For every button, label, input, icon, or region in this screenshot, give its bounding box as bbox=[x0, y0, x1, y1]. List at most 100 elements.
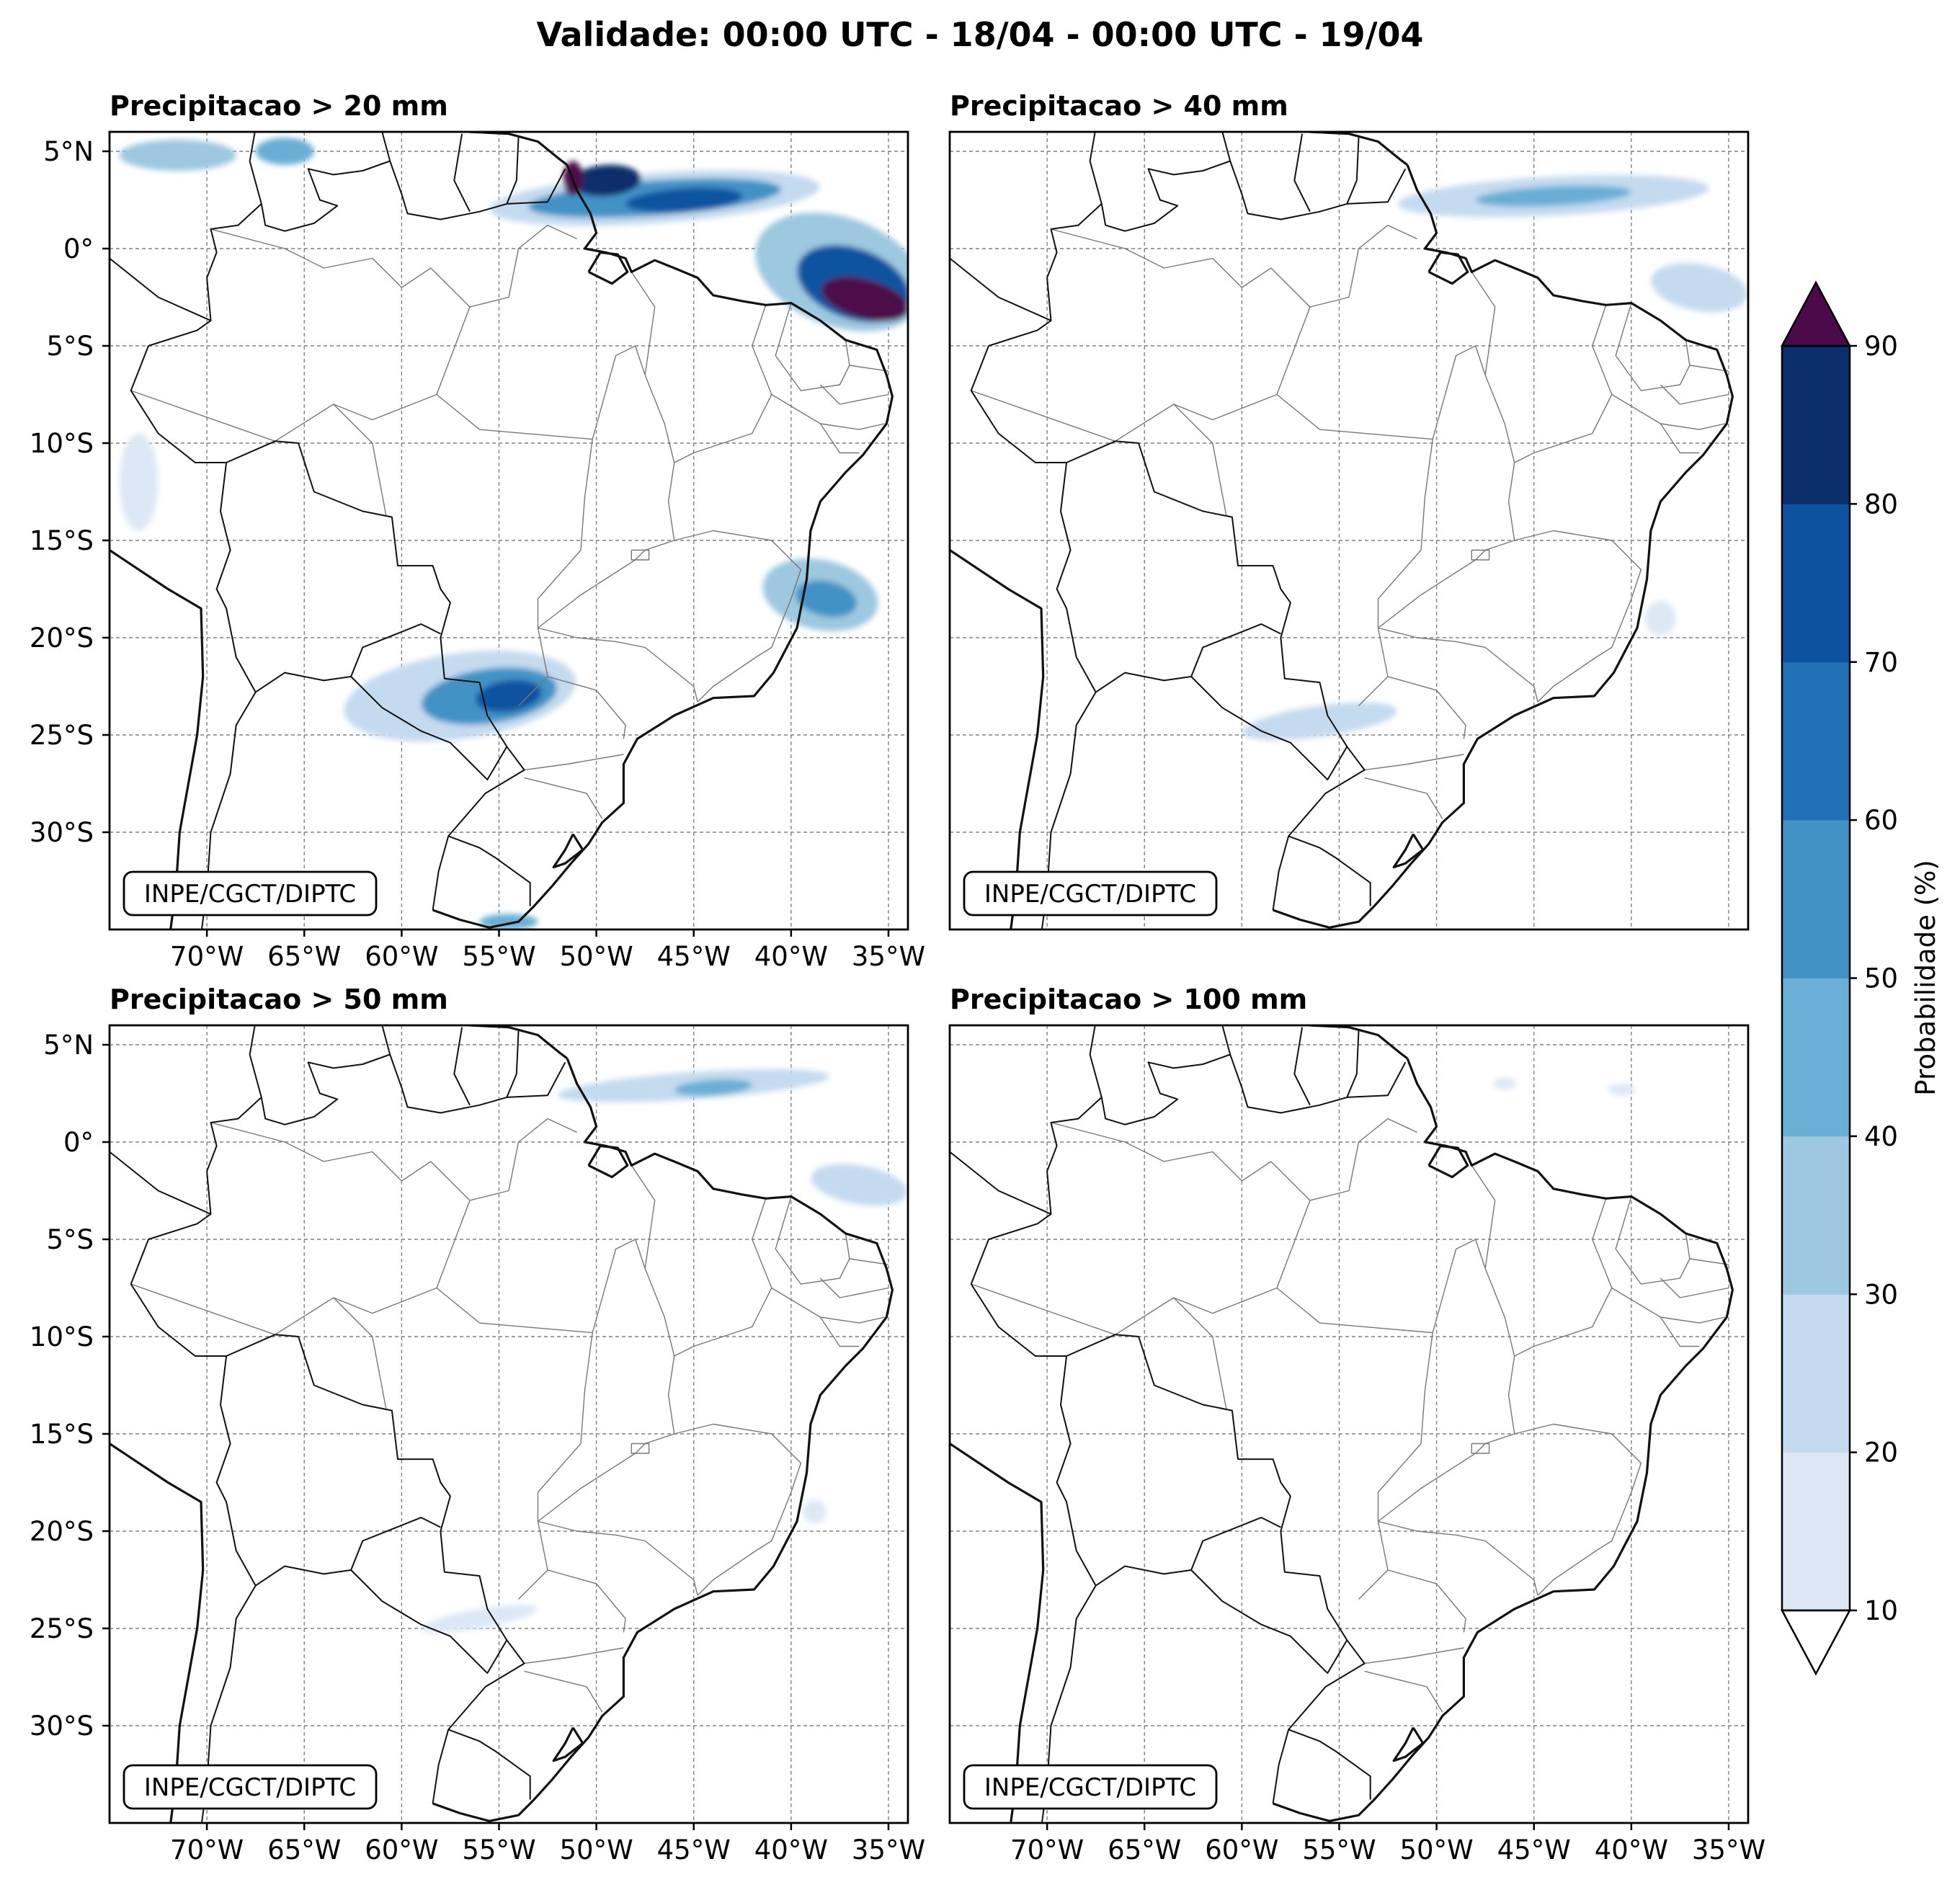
state-border bbox=[130, 390, 275, 442]
state-border bbox=[971, 1283, 1115, 1335]
state-border bbox=[697, 1550, 757, 1596]
boundaries bbox=[110, 1025, 894, 1823]
coastline bbox=[1273, 1058, 1734, 1822]
state-border bbox=[1660, 1316, 1700, 1347]
probability-area bbox=[1475, 185, 1631, 207]
colorbar-tick-label: 10 bbox=[1864, 1595, 1898, 1626]
state-border bbox=[697, 656, 757, 703]
lon-tick-label: 70°W bbox=[170, 1834, 244, 1865]
country-border bbox=[432, 836, 450, 911]
lat-tick-label: 5°S bbox=[46, 1224, 94, 1255]
state-border bbox=[524, 754, 624, 771]
country-border bbox=[215, 462, 257, 693]
colorbar-min-extension bbox=[1780, 1609, 1852, 1676]
state-border bbox=[592, 1239, 646, 1333]
lat-tick-label: 5°S bbox=[46, 331, 94, 362]
map-area bbox=[110, 132, 908, 929]
probability-area bbox=[674, 1079, 752, 1096]
map-area bbox=[950, 132, 1748, 929]
state-border bbox=[1471, 1443, 1490, 1454]
colorbar-segment bbox=[1782, 1136, 1850, 1295]
coastline bbox=[950, 548, 1045, 929]
state-border bbox=[1689, 365, 1729, 372]
state-border bbox=[971, 390, 1115, 442]
probability-area bbox=[476, 679, 542, 713]
lat-tick-label: 5°N bbox=[43, 1030, 94, 1061]
state-border bbox=[1364, 754, 1464, 771]
state-border bbox=[1115, 267, 1311, 442]
credit-label: INPE/CGCT/DIPTC bbox=[984, 880, 1196, 909]
state-border bbox=[547, 1569, 626, 1633]
state-border bbox=[631, 1165, 656, 1269]
lon-tick-label: 50°W bbox=[560, 1834, 633, 1865]
state-border bbox=[631, 1443, 650, 1454]
state-border bbox=[518, 550, 582, 706]
lon-tick-label: 40°W bbox=[754, 1834, 828, 1865]
state-border bbox=[849, 1258, 889, 1265]
colorbar: 10 20 30 40 50 60 70 80 90 Probabilidade (%) bbox=[1780, 280, 1941, 1676]
country-border bbox=[506, 138, 520, 205]
state-border bbox=[436, 393, 593, 440]
lon-tick-label: 65°W bbox=[1108, 1834, 1181, 1865]
coastline bbox=[110, 1441, 205, 1823]
figure-title: Validade: 00:00 UTC - 18/04 - 00:00 UTC … bbox=[536, 15, 1423, 54]
state-border bbox=[1364, 777, 1443, 819]
state-border bbox=[436, 1287, 593, 1334]
state-border bbox=[1689, 1258, 1729, 1265]
country-border bbox=[1190, 1569, 1348, 1675]
country-border bbox=[950, 1151, 1051, 1215]
credit-box: INPE/CGCT/DIPTC bbox=[963, 1764, 1218, 1810]
state-border bbox=[524, 1670, 603, 1713]
state-border bbox=[775, 1196, 850, 1285]
graticule bbox=[110, 1025, 908, 1823]
state-border bbox=[1387, 1569, 1466, 1633]
state-border bbox=[130, 1283, 275, 1335]
state-border bbox=[1051, 228, 1272, 288]
credit-label: INPE/CGCT/DIPTC bbox=[984, 1773, 1196, 1802]
state-border bbox=[547, 676, 626, 739]
probability-areas bbox=[119, 138, 908, 929]
panel-precipitation-50mm: Precipitacao > 50 mm 5°N 0° 5°S 10°S 15°S 20°… bbox=[30, 984, 925, 1865]
state-border bbox=[1364, 1647, 1464, 1664]
state-border bbox=[1358, 550, 1422, 706]
graticule bbox=[950, 132, 1748, 929]
lon-tick-label: 35°W bbox=[852, 941, 925, 972]
probability-area bbox=[1608, 1084, 1636, 1096]
country-border bbox=[381, 132, 391, 161]
probability-area bbox=[1644, 600, 1676, 636]
lat-tick-label: 10°S bbox=[30, 1321, 94, 1352]
coastline bbox=[1427, 251, 1469, 285]
probability-areas bbox=[1493, 1077, 1636, 1096]
map-area bbox=[950, 1025, 1748, 1823]
state-border bbox=[1378, 627, 1538, 703]
country-border bbox=[1293, 1027, 1311, 1106]
longitude-labels: 70°W 65°W 60°W 55°W 50°W 45°W 40°W 35°W bbox=[1010, 1823, 1765, 1865]
lon-tick-label: 35°W bbox=[852, 1834, 925, 1865]
country-border bbox=[381, 1025, 391, 1055]
state-border bbox=[819, 1278, 889, 1298]
state-border bbox=[1387, 676, 1466, 739]
country-border bbox=[110, 1151, 211, 1215]
state-border bbox=[771, 393, 885, 430]
lon-tick-label: 65°W bbox=[267, 1834, 341, 1865]
colorbar-segment bbox=[1782, 820, 1850, 978]
colorbar-tick-label: 40 bbox=[1864, 1121, 1898, 1152]
state-border bbox=[333, 1297, 387, 1409]
lon-tick-label: 55°W bbox=[462, 1834, 535, 1865]
state-border bbox=[1364, 1670, 1443, 1713]
state-border bbox=[1432, 1239, 1486, 1333]
state-border bbox=[771, 1287, 885, 1324]
country-border bbox=[1089, 132, 1102, 205]
probability-area bbox=[119, 433, 159, 531]
panel-title: Precipitacao > 50 mm bbox=[110, 984, 448, 1015]
state-border bbox=[1514, 305, 1613, 463]
coastline bbox=[587, 251, 629, 285]
state-border bbox=[518, 1443, 582, 1600]
map-area bbox=[110, 1025, 908, 1823]
lat-tick-label: 20°S bbox=[30, 623, 94, 654]
panel-title: Precipitacao > 20 mm bbox=[110, 90, 448, 122]
country-border bbox=[506, 1031, 520, 1098]
state-border bbox=[1660, 1278, 1729, 1298]
lon-tick-label: 45°W bbox=[1497, 1834, 1571, 1865]
